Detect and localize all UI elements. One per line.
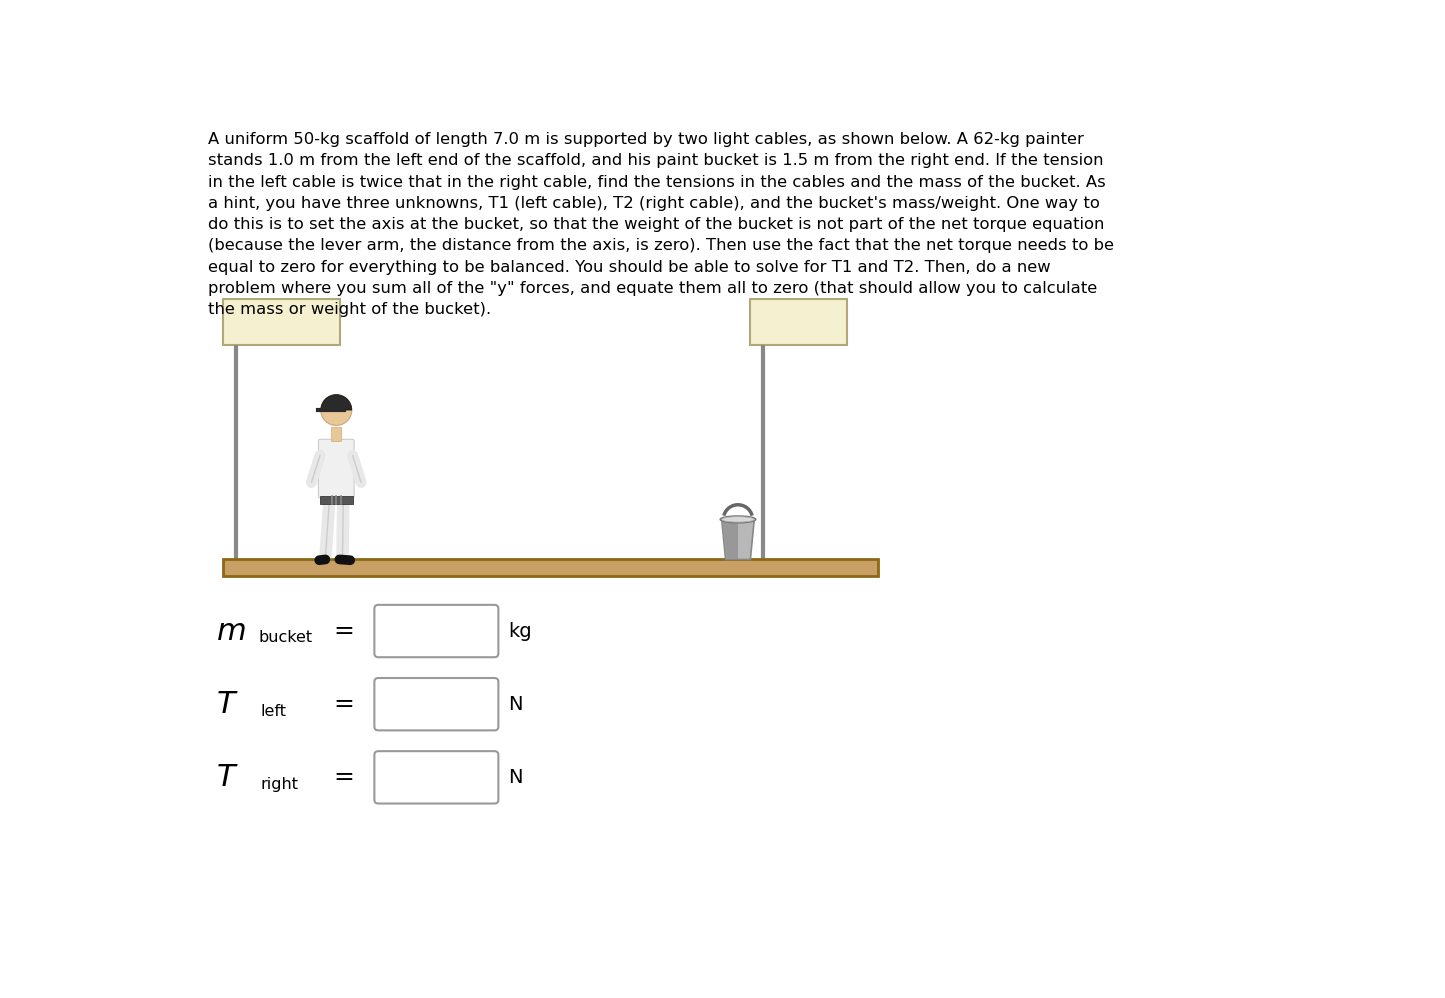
Text: =: = xyxy=(332,693,354,717)
Text: $T$: $T$ xyxy=(215,761,238,792)
Text: bucket: bucket xyxy=(259,631,312,646)
Text: =: = xyxy=(332,765,354,789)
Bar xyxy=(331,427,341,441)
Ellipse shape xyxy=(721,517,754,522)
Text: right: right xyxy=(260,776,299,791)
Bar xyxy=(750,299,847,345)
FancyBboxPatch shape xyxy=(374,605,499,658)
Text: $T$: $T$ xyxy=(215,689,238,720)
Text: kg: kg xyxy=(509,622,532,641)
Bar xyxy=(223,560,879,577)
Ellipse shape xyxy=(720,516,756,523)
FancyBboxPatch shape xyxy=(374,751,499,803)
Text: =: = xyxy=(332,619,354,643)
Polygon shape xyxy=(721,519,738,560)
FancyBboxPatch shape xyxy=(374,678,499,731)
Text: left: left xyxy=(260,704,286,719)
Text: $m$: $m$ xyxy=(215,616,246,647)
Text: N: N xyxy=(509,767,523,786)
Polygon shape xyxy=(721,519,754,560)
Bar xyxy=(223,299,340,345)
Text: A uniform 50-kg scaffold of length 7.0 m is supported by two light cables, as sh: A uniform 50-kg scaffold of length 7.0 m… xyxy=(208,132,1114,317)
Bar xyxy=(319,496,353,504)
FancyBboxPatch shape xyxy=(318,439,354,498)
Circle shape xyxy=(321,394,351,425)
Text: N: N xyxy=(509,695,523,714)
Wedge shape xyxy=(321,394,351,410)
